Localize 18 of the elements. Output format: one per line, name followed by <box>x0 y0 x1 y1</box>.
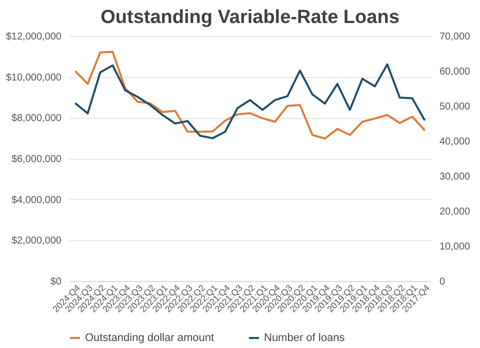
chart-title: Outstanding Variable-Rate Loans <box>100 7 400 28</box>
y2-tick-label: 10,000 <box>440 242 471 252</box>
y2-tick-label: 70,000 <box>440 32 471 42</box>
y2-tick-label: 30,000 <box>440 172 471 182</box>
y-tick-label: $8,000,000 <box>11 113 62 124</box>
y2-tick-label: 40,000 <box>440 136 471 148</box>
y-tick-label: $12,000,000 <box>6 32 62 42</box>
legend-label: Number of loans <box>264 332 346 344</box>
y2-tick-label: 60,000 <box>440 66 471 78</box>
y2-tick-label: 50,000 <box>440 102 471 112</box>
y-tick-label: $10,000,000 <box>6 72 62 84</box>
legend-label: Outstanding dollar amount <box>85 332 214 344</box>
y-tick-label: $0 <box>50 276 62 288</box>
y-tick-label: $4,000,000 <box>11 194 62 206</box>
y-tick-label: $2,000,000 <box>11 236 62 247</box>
y2-tick-label: 0 <box>440 276 446 288</box>
y2-tick-label: 20,000 <box>440 206 471 218</box>
y-tick-label: $6,000,000 <box>11 154 62 165</box>
